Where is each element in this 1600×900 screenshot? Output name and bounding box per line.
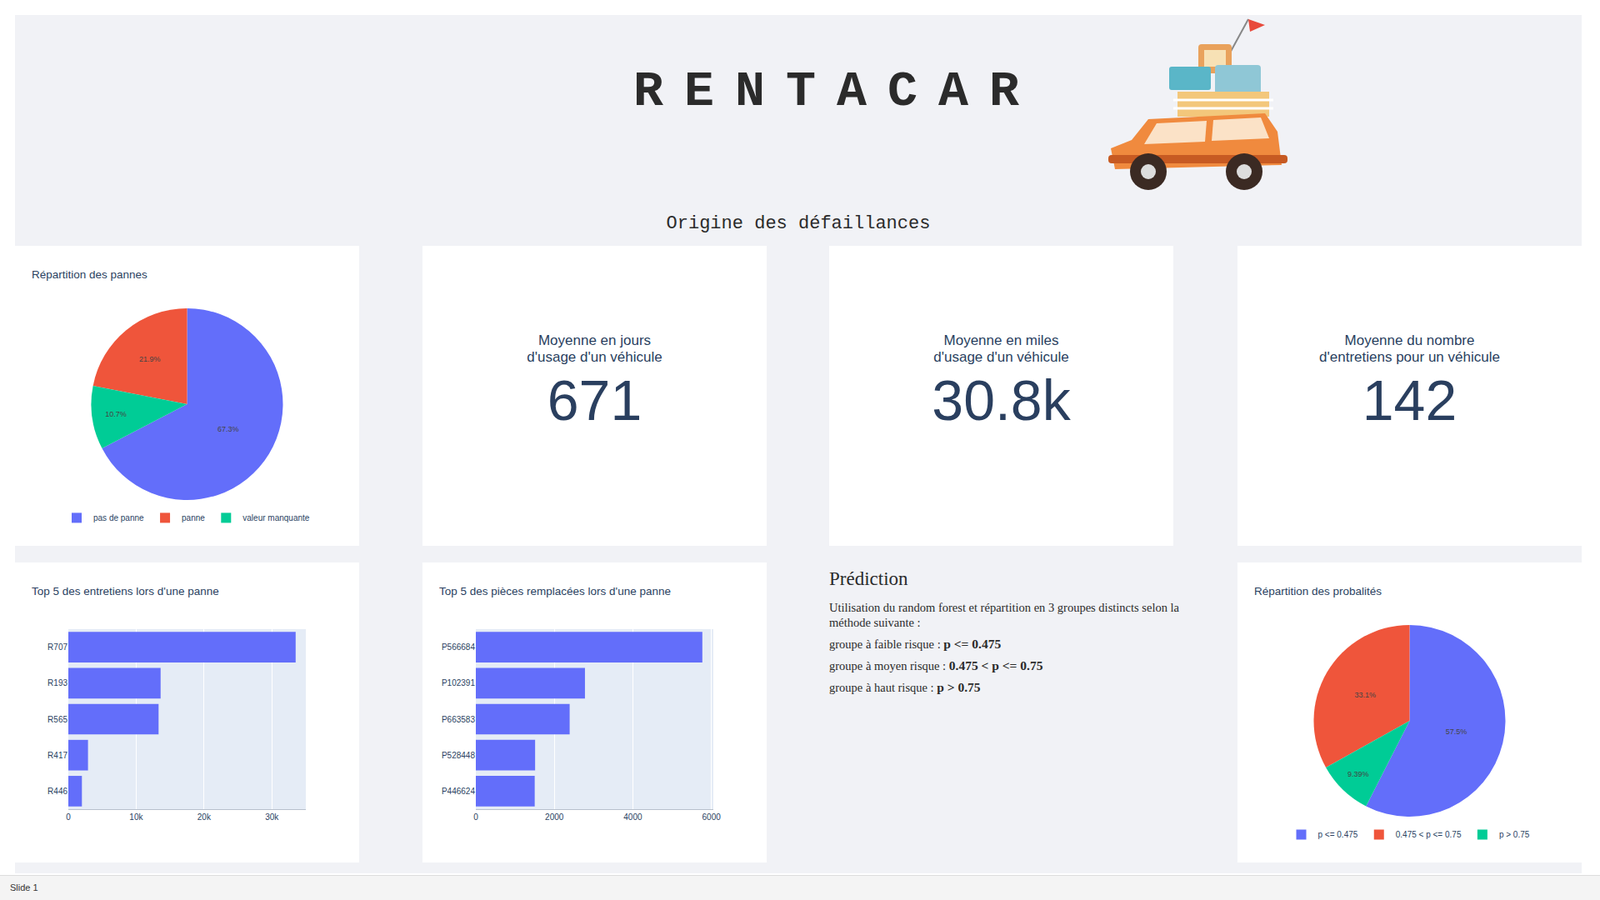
html-text:Moyenne du nombre: Moyenne du nombre — [1344, 332, 1475, 349]
svg-text:p > 0.75: p > 0.75 — [1499, 830, 1530, 840]
svg-text:R565: R565 — [47, 715, 68, 725]
html-text:Prédiction: Prédiction — [829, 568, 908, 590]
svg-text:P102391: P102391 — [441, 678, 475, 688]
html-text:Origine des défaillances: Origine des défaillances — [666, 213, 931, 235]
svg-text:R707: R707 — [47, 642, 68, 652]
svg-text:P446624: P446624 — [441, 786, 475, 796]
svg-text:P528448: P528448 — [441, 750, 475, 760]
svg-text:Top 5 des pièces remplacées lo: Top 5 des pièces remplacées lors d'une p… — [439, 585, 671, 598]
html-text:142: 142 — [1362, 368, 1457, 432]
svg-text:6000: 6000 — [702, 812, 722, 822]
svg-text:panne: panne — [181, 513, 205, 523]
svg-text:P566684: P566684 — [441, 642, 475, 652]
svg-text:P663583: P663583 — [441, 715, 475, 725]
svg-text:0: 0 — [65, 812, 71, 822]
svg-text:Répartition des pannes: Répartition des pannes — [31, 268, 148, 281]
svg-text:pas de panne: pas de panne — [93, 513, 145, 523]
svg-text:0: 0 — [473, 812, 479, 822]
html-text:d'usage d'un véhicule: d'usage d'un véhicule — [933, 349, 1069, 365]
svg-text:10.7%: 10.7% — [105, 410, 127, 419]
html-text:groupe à moyen risque : 0.475: groupe à moyen risque : 0.475 < p <= 0.7… — [829, 658, 1043, 673]
svg-text:67.3%: 67.3% — [217, 425, 240, 434]
svg-text:20k: 20k — [197, 812, 212, 822]
svg-text:2000: 2000 — [545, 812, 565, 822]
html-text:groupe à faible risque : p <=: groupe à faible risque : p <= 0.475 — [829, 636, 1001, 651]
svg-text:4000: 4000 — [623, 812, 643, 822]
svg-text:valeur manquante: valeur manquante — [242, 513, 310, 523]
svg-text:R417: R417 — [47, 750, 68, 760]
svg-text:21.9%: 21.9% — [139, 355, 161, 364]
svg-text:p <= 0.475: p <= 0.475 — [1318, 830, 1359, 840]
html-text:30.8k: 30.8k — [931, 368, 1071, 432]
svg-text:9.39%: 9.39% — [1347, 770, 1370, 779]
svg-text:R193: R193 — [47, 678, 68, 688]
html-text:671: 671 — [547, 368, 642, 432]
html-text:Slide 1: Slide 1 — [10, 882, 38, 893]
html-text:Moyenne en jours: Moyenne en jours — [538, 332, 651, 349]
html-text:Moyenne en miles: Moyenne en miles — [943, 332, 1059, 349]
html-text:RENTACAR: RENTACAR — [633, 63, 1040, 120]
svg-text:57.5%: 57.5% — [1445, 727, 1468, 736]
svg-text:0.475 < p <= 0.75: 0.475 < p <= 0.75 — [1395, 830, 1462, 840]
svg-text:33.1%: 33.1% — [1354, 690, 1376, 700]
svg-text:Répartition des probalités: Répartition des probalités — [1254, 585, 1382, 598]
svg-text:10k: 10k — [129, 812, 144, 822]
html-text:d'usage d'un véhicule: d'usage d'un véhicule — [526, 349, 663, 365]
svg-text:30k: 30k — [265, 812, 280, 822]
html-text:d'entretiens pour un véhicule: d'entretiens pour un véhicule — [1319, 349, 1500, 365]
html-text:groupe à haut risque : p > 0.7: groupe à haut risque : p > 0.75 — [829, 680, 981, 695]
svg-text:R446: R446 — [47, 786, 68, 796]
svg-text:Top 5 des entretiens lors d'un: Top 5 des entretiens lors d'une panne — [31, 585, 220, 598]
html-text:Utilisation du random forest e: Utilisation du random forest et répartit… — [829, 600, 1180, 630]
